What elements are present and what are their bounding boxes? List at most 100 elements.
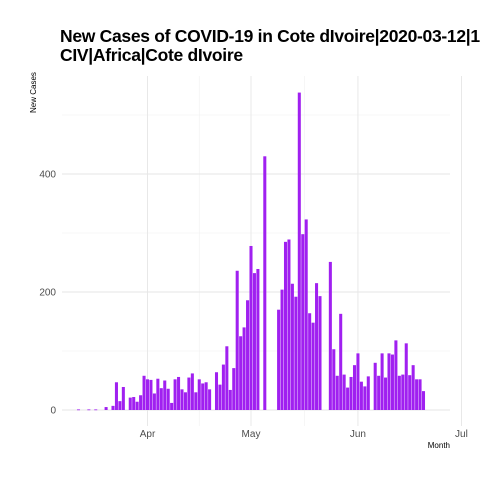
bar	[401, 374, 405, 410]
bar	[318, 296, 322, 410]
bar	[166, 388, 170, 410]
bar	[404, 343, 408, 410]
y-tick-label: 400	[39, 170, 56, 181]
bar	[280, 289, 284, 410]
bar	[187, 377, 191, 410]
bar	[242, 327, 246, 410]
bar	[256, 268, 260, 410]
bar	[315, 283, 319, 410]
bar	[149, 379, 153, 410]
bar	[194, 392, 198, 410]
bar	[290, 283, 294, 410]
x-axis-title: Month	[428, 441, 450, 450]
bar	[380, 353, 384, 410]
bar	[142, 375, 146, 410]
bar	[346, 387, 350, 410]
bar	[232, 368, 236, 410]
chart-title: New Cases of COVID-19 in Cote dIvoire|20…	[60, 27, 480, 65]
bar	[397, 375, 401, 410]
bar	[283, 241, 288, 410]
bar	[159, 388, 163, 410]
x-tick-label: Apr	[140, 429, 156, 440]
bar	[128, 397, 132, 410]
chart-title-line2: CIV|Africa|Cote dIvoire	[60, 45, 243, 65]
bar	[214, 372, 219, 410]
bar	[239, 336, 243, 410]
bar	[208, 389, 212, 410]
bar	[246, 300, 250, 410]
bar	[118, 401, 122, 410]
bar	[363, 386, 367, 410]
bars-layer	[76, 92, 426, 411]
bar	[384, 377, 388, 410]
bar	[201, 383, 205, 410]
bar	[359, 381, 363, 410]
bar	[328, 261, 332, 410]
bar	[352, 365, 357, 410]
bar	[218, 384, 222, 410]
bar	[411, 365, 415, 410]
bar	[111, 405, 115, 410]
bar	[301, 234, 305, 410]
bar	[228, 389, 232, 410]
bar	[387, 353, 391, 410]
bar	[221, 364, 225, 410]
bar	[163, 380, 167, 410]
bar	[252, 273, 256, 410]
bar	[235, 270, 239, 410]
bar	[76, 409, 81, 411]
bar	[183, 392, 187, 410]
grid-lines	[62, 76, 462, 426]
bar	[135, 401, 139, 410]
bar	[177, 376, 181, 410]
x-tick-label: Jun	[350, 429, 366, 440]
bar	[390, 354, 394, 410]
bar	[132, 397, 136, 410]
bar	[287, 239, 291, 410]
bar	[377, 375, 381, 410]
y-axis-title: New Cases	[29, 72, 38, 113]
x-axis-ticks: AprMayJunJulAugSep	[140, 429, 468, 440]
bar	[421, 391, 426, 410]
bar	[197, 379, 201, 410]
bar	[335, 375, 339, 410]
bar	[94, 409, 98, 411]
bar	[332, 349, 336, 410]
bar	[394, 340, 398, 410]
bar	[87, 409, 91, 411]
bar	[415, 379, 419, 410]
bar	[311, 322, 315, 410]
bar	[418, 379, 422, 410]
y-tick-label: 0	[50, 406, 56, 417]
bar	[249, 245, 253, 410]
bar	[339, 313, 343, 410]
bar	[114, 382, 118, 410]
bar	[173, 379, 177, 410]
y-axis-ticks: 0 200 400	[39, 170, 56, 417]
bar	[373, 362, 377, 410]
bar	[356, 353, 360, 410]
bar	[156, 378, 160, 410]
bar	[277, 309, 281, 410]
bar	[304, 219, 308, 410]
bar	[180, 389, 184, 410]
x-tick-label: May	[242, 429, 261, 440]
bar	[342, 374, 346, 410]
bar	[139, 395, 143, 410]
bar	[170, 402, 174, 410]
bar	[121, 386, 125, 410]
bar	[408, 375, 412, 410]
bar	[294, 296, 298, 410]
chart-title-line1: New Cases of COVID-19 in Cote dIvoire|20…	[60, 26, 480, 46]
bar	[349, 376, 353, 410]
bar	[204, 382, 208, 410]
bar	[297, 92, 301, 410]
bar	[145, 379, 150, 410]
bar	[263, 156, 267, 410]
bar	[366, 376, 370, 410]
bar	[152, 393, 156, 410]
y-tick-label: 200	[39, 288, 56, 299]
bar	[308, 313, 312, 410]
